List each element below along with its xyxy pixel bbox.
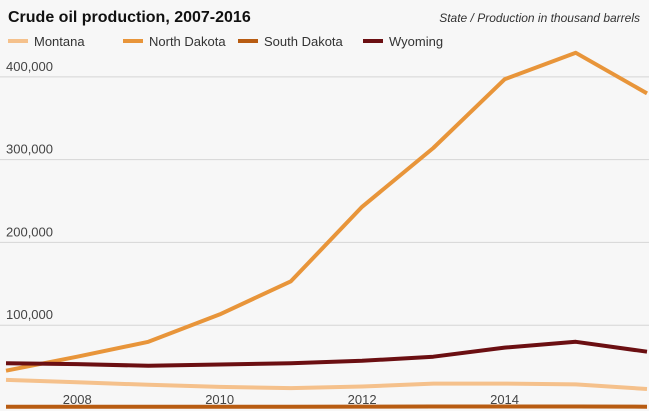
legend-label-wyoming: Wyoming <box>389 34 443 49</box>
x-axis-ticks: 2008 2010 2012 2014 <box>63 392 519 407</box>
series-line-wyoming <box>5 339 648 368</box>
gridlines <box>0 76 649 326</box>
series-line-montana <box>5 377 648 391</box>
series-lines <box>5 50 648 409</box>
x-tick-label: 2014 <box>490 392 519 407</box>
legend-label-south-dakota: South Dakota <box>264 34 344 49</box>
y-tick-label: 200,000 <box>6 224 53 239</box>
legend-label-north-dakota: North Dakota <box>149 34 226 49</box>
series-line-north-dakota <box>5 50 648 373</box>
y-tick-label: 400,000 <box>6 59 53 74</box>
legend-label-montana: Montana <box>34 34 85 49</box>
y-tick-label: 100,000 <box>6 307 53 322</box>
y-tick-label: 300,000 <box>6 142 53 157</box>
legend: Montana North Dakota South Dakota Wyoming <box>8 34 443 49</box>
y-axis-ticks: 100,000 200,000 300,000 400,000 <box>6 59 53 322</box>
chart-subtitle: State / Production in thousand barrels <box>439 11 640 25</box>
x-tick-label: 2008 <box>63 392 92 407</box>
x-tick-label: 2012 <box>348 392 377 407</box>
x-tick-label: 2010 <box>205 392 234 407</box>
chart-title: Crude oil production, 2007-2016 <box>8 9 251 26</box>
